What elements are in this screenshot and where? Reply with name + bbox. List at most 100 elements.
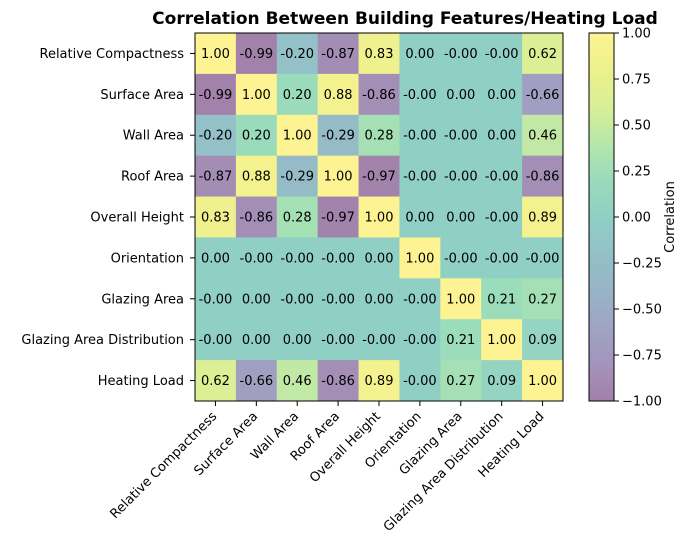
cell-value-label-2-4: 0.28 (365, 129, 394, 144)
cell-value-label-8-3: -0.86 (321, 374, 355, 389)
cell-value-label-0-3: -0.87 (321, 47, 355, 62)
heatmap-cell-4-1 (235, 196, 278, 238)
cell-value-label-2-7: 0.00 (487, 129, 516, 144)
cell-value-label-3-8: -0.86 (526, 170, 560, 185)
cell-value-label-1-5: -0.00 (403, 88, 437, 103)
heatmap-cell-7-8 (522, 319, 564, 361)
heatmap-cell-3-0 (195, 155, 237, 197)
colorbar-label: Correlation (663, 181, 678, 253)
colorbar-tick-label-7: −0.75 (622, 349, 662, 364)
heatmap-cell-5-4 (358, 237, 400, 279)
cell-value-label-0-4: 0.83 (365, 47, 394, 62)
cell-value-label-8-0: 0.62 (201, 374, 230, 389)
heatmap-cell-6-3 (317, 278, 359, 320)
cell-value-label-8-2: 0.46 (283, 374, 312, 389)
cell-value-label-6-4: 0.00 (365, 292, 394, 307)
cell-value-label-1-3: 0.88 (324, 88, 353, 103)
heatmap-cell-1-0 (195, 73, 237, 116)
colorbar-layer: 1.00 0.75 0.50 0.25 0.00 −0.25 −0.50 −0.75 −1.00… (588, 27, 678, 410)
heatmap-cell-3-8 (522, 155, 564, 197)
heatmap-cell-2-4 (358, 114, 400, 157)
y-tick-label-surface-area: Surface Area (100, 88, 184, 103)
cell-value-label-7-5: -0.00 (403, 333, 437, 348)
heatmap-cell-3-1 (235, 155, 278, 197)
cell-value-label-0-6: -0.00 (444, 47, 478, 62)
heatmap-cell-6-8 (522, 278, 564, 320)
heatmap-cell-4-4 (358, 196, 400, 238)
heatmap-cell-2-7 (481, 114, 523, 157)
y-tick-label-glazing-area-distribution: Glazing Area Distribution (21, 333, 184, 348)
cell-value-label-4-4: 1.00 (365, 211, 394, 226)
y-tick-label-orientation: Orientation (111, 251, 184, 266)
cell-value-label-1-4: -0.86 (362, 88, 396, 103)
cell-value-label-0-7: -0.00 (485, 47, 519, 62)
heatmap-cell-3-2 (276, 155, 319, 197)
heatmap-cell-4-0 (195, 196, 237, 238)
y-tick-label-relative-compactness: Relative Compactness (40, 47, 185, 62)
heatmap-cell-5-2 (276, 237, 319, 279)
heatmap-cell-7-3 (317, 319, 359, 361)
y-tick-label-roof-area: Roof Area (121, 170, 184, 185)
heatmap-cell-1-3 (317, 73, 359, 116)
heatmap-cell-6-1 (235, 278, 278, 320)
cell-value-label-5-0: 0.00 (201, 251, 230, 266)
cell-value-label-3-3: 1.00 (324, 170, 353, 185)
heatmap-cell-4-3 (317, 196, 359, 238)
heatmap-cell-7-4 (358, 319, 400, 361)
cell-value-label-0-0: 1.00 (201, 47, 230, 62)
heatmap-cell-2-2 (276, 114, 319, 157)
heatmap-cell-1-8 (522, 73, 564, 116)
cell-value-label-5-1: -0.00 (240, 251, 274, 266)
heatmap-layer: 1.00 -0.99 -0.20 -0.87 0.83 0.00 -0.00 -0.00 0.6… (195, 33, 564, 402)
heatmap-cell-2-1 (235, 114, 278, 157)
heatmap-cell-0-7 (481, 33, 523, 75)
heatmap-cell-7-7 (481, 319, 523, 361)
cell-value-label-2-1: 0.20 (242, 129, 271, 144)
cell-value-label-5-5: 1.00 (405, 251, 434, 266)
heatmap-cell-0-1 (235, 33, 278, 75)
cell-value-label-7-8: 0.09 (528, 333, 557, 348)
heatmap-cell-3-3 (317, 155, 359, 197)
heatmap-cell-1-5 (399, 73, 441, 116)
cell-value-label-3-5: -0.00 (403, 170, 437, 185)
heatmap-cell-5-0 (195, 237, 237, 279)
heatmap-cell-4-5 (399, 196, 441, 238)
heatmap-cell-3-6 (440, 155, 482, 197)
colorbar-tick-label-6: −0.50 (622, 303, 662, 318)
cell-value-label-6-7: 0.21 (487, 292, 516, 307)
heatmap-cell-8-8 (522, 360, 564, 402)
cell-value-label-7-1: 0.00 (242, 333, 271, 348)
cell-value-label-8-7: 0.09 (487, 374, 516, 389)
colorbar-tick-label-4: 0.00 (622, 211, 651, 226)
cell-value-label-3-0: -0.87 (199, 170, 233, 185)
cell-value-label-1-0: -0.99 (199, 88, 233, 103)
heatmap-cell-0-0 (195, 33, 237, 75)
heatmap-cell-5-6 (440, 237, 482, 279)
colorbar-tick-label-8: −1.00 (622, 395, 662, 410)
heatmap-cell-6-2 (276, 278, 319, 320)
heatmap-cell-0-3 (317, 33, 359, 75)
y-tick-label-glazing-area: Glazing Area (101, 292, 184, 307)
cell-value-label-1-1: 1.00 (242, 88, 271, 103)
heatmap-cell-5-7 (481, 237, 523, 279)
heatmap-cell-0-6 (440, 33, 482, 75)
heatmap-cell-3-7 (481, 155, 523, 197)
heatmap-cell-7-6 (440, 319, 482, 361)
heatmap-cell-1-2 (276, 73, 319, 116)
cell-value-label-2-8: 0.46 (528, 129, 557, 144)
cell-value-label-1-8: -0.66 (526, 88, 560, 103)
heatmap-cell-0-8 (522, 33, 564, 75)
cell-value-label-1-6: 0.00 (446, 88, 475, 103)
colorbar-tick-label-1: 0.75 (622, 73, 651, 88)
colorbar-tick-label-5: −0.25 (622, 257, 662, 272)
colorbar-tick-label-3: 0.25 (622, 165, 651, 180)
cell-value-label-4-6: 0.00 (446, 211, 475, 226)
heatmap-cell-1-4 (358, 73, 400, 116)
cell-value-label-2-3: -0.29 (321, 129, 355, 144)
colorbar-gradient-bar (588, 32, 615, 402)
cell-value-label-3-2: -0.29 (280, 170, 314, 185)
heatmap-cell-6-5 (399, 278, 441, 320)
heatmap-cell-8-0 (195, 360, 237, 402)
heatmap-cell-7-5 (399, 319, 441, 361)
